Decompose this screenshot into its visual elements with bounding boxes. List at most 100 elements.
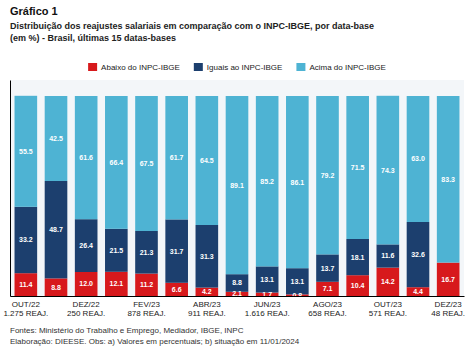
data-label: 32.6: [411, 251, 425, 258]
data-label: 74.3: [381, 167, 395, 174]
x-tick-label: ABR/23911 REAJ.: [188, 300, 226, 318]
data-label: 42.5: [49, 135, 63, 142]
bar: [75, 272, 98, 296]
bar: [105, 272, 128, 296]
bar: [407, 222, 430, 287]
x-tick: OUT/221.275 REAJ.: [3, 296, 48, 318]
data-label: 71.5: [351, 164, 365, 171]
data-label: 4.2: [202, 288, 212, 295]
data-label: 11.2: [140, 281, 153, 288]
x-tick-label: FEV/23878 REAJ.: [127, 300, 165, 318]
x-tick: OUT/23571 REAJ.: [369, 296, 407, 318]
x-tick: FEV/23878 REAJ.: [127, 296, 165, 318]
legend-label: Abaixo do INPC-IBGE: [101, 63, 180, 72]
legend-label: Iguais ao INPC-IBGE: [207, 63, 283, 72]
bar: [165, 283, 188, 296]
data-label: 67.5: [140, 160, 154, 167]
bar: [135, 96, 158, 231]
footnote: Elaboração: DIEESE. Obs: a) Valores em p…: [10, 337, 300, 346]
x-tick-label: DEZ/2348 REAJ.: [431, 300, 465, 318]
bar: [286, 96, 309, 268]
bar: [437, 263, 460, 296]
bar: [75, 96, 98, 219]
data-label: 66.4: [110, 159, 124, 166]
data-label: 61.6: [79, 154, 93, 161]
x-tick: JUN/231.616 REAJ.: [245, 296, 290, 318]
legend-label: Acima do INPC-IBGE: [309, 63, 385, 72]
bar: [226, 96, 249, 274]
data-label: 13.7: [321, 265, 335, 272]
bar: [105, 229, 128, 272]
legend: Abaixo do INPC-IBGE Iguais ao INPC-IBGE Ac…: [88, 63, 386, 72]
x-tick-label: OUT/221.275 REAJ.: [3, 300, 48, 318]
data-label: 11.4: [19, 281, 32, 288]
subtitle: (em %) - Brasil, últimas 15 datas-bases: [10, 33, 176, 43]
bar: [316, 282, 339, 296]
plot: 11.48.812.012.111.26.64.22.11.70.87.110.…: [3, 80, 465, 318]
data-label: 55.5: [19, 148, 33, 155]
data-label: 12.0: [79, 280, 93, 287]
bar: [407, 96, 430, 222]
x-tick-label: AGO/23658 REAJ.: [308, 300, 346, 318]
data-label: 31.3: [200, 253, 214, 260]
bar: [256, 96, 279, 266]
data-label: 10.4: [351, 282, 365, 289]
bar: [226, 274, 249, 292]
footnote: Fontes: Ministério do Trabalho e Emprego…: [10, 326, 244, 335]
chart: Gráfico 1Distribuição dos reajustes sala…: [0, 0, 474, 351]
data-label: 33.2: [19, 236, 33, 243]
data-label: 0.8: [292, 292, 302, 299]
data-labels: 11.48.812.012.111.26.64.22.11.70.87.110.…: [19, 135, 455, 299]
data-label: 79.2: [321, 172, 335, 179]
legend-item: Iguais ao INPC-IBGE: [194, 63, 283, 72]
data-label: 86.1: [291, 179, 305, 186]
bar: [377, 244, 400, 267]
bar: [135, 274, 158, 296]
data-label: 64.5: [200, 157, 214, 164]
data-label: 16.7: [441, 276, 455, 283]
data-label: 83.3: [441, 176, 455, 183]
data-label: 4.4: [413, 288, 423, 295]
bar: [45, 181, 68, 278]
x-tick-label: DEZ/22250 REAJ.: [67, 300, 105, 318]
bar: [256, 266, 279, 292]
bar: [346, 96, 369, 239]
data-label: 48.7: [49, 226, 63, 233]
data-label: 18.1: [351, 254, 365, 261]
legend-swatch: [296, 63, 305, 71]
x-tick: ABR/23911 REAJ.: [188, 296, 226, 318]
x-axis: OUT/221.275 REAJ. DEZ/22250 REAJ. FEV/2387…: [3, 296, 465, 318]
bar: [75, 219, 98, 272]
y-axis: [10, 81, 11, 297]
bar: [196, 96, 219, 225]
data-label: 26.4: [79, 242, 93, 249]
bar: [196, 225, 219, 288]
bars: [15, 96, 460, 296]
x-tick: AGO/23658 REAJ.: [308, 296, 346, 318]
data-label: 31.7: [170, 248, 184, 255]
legend-item: Acima do INPC-IBGE: [296, 63, 385, 72]
bar: [377, 268, 400, 296]
bar: [377, 96, 400, 245]
data-label: 85.2: [260, 178, 274, 185]
bar: [105, 96, 128, 229]
bar: [316, 96, 339, 254]
data-label: 61.7: [170, 154, 184, 161]
title: Gráfico 1: [10, 5, 58, 17]
bar: [346, 275, 369, 296]
legend-swatch: [88, 63, 97, 71]
bar: [437, 96, 460, 263]
data-label: 21.5: [110, 247, 124, 254]
x-axis-line: [11, 296, 465, 297]
bar: [286, 268, 309, 294]
data-label: 12.1: [110, 280, 124, 287]
data-label: 14.2: [381, 278, 395, 285]
data-label: 13.1: [291, 278, 305, 285]
legend-item: Abaixo do INPC-IBGE: [88, 63, 180, 72]
bar: [15, 273, 38, 296]
x-tick: DEZ/2348 REAJ.: [431, 296, 465, 318]
bar: [165, 96, 188, 219]
data-label: 6.6: [172, 286, 182, 293]
bar: [45, 96, 68, 181]
bar: [407, 287, 430, 296]
